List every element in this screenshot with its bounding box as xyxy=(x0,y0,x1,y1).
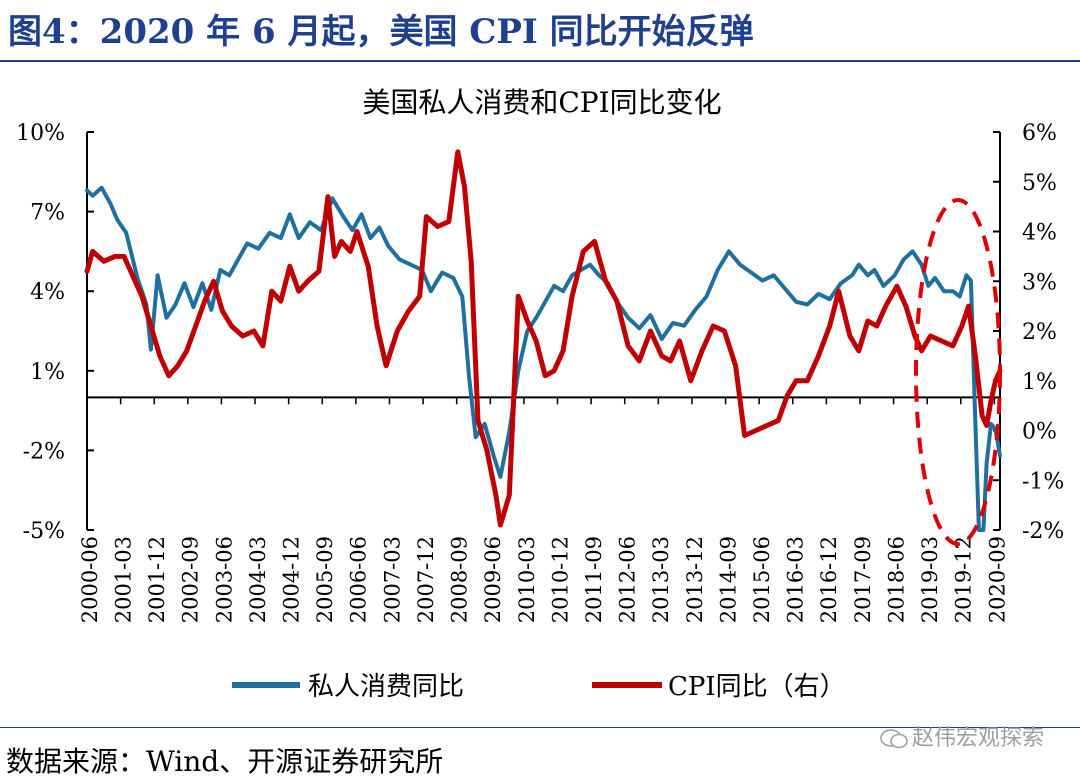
series-line-cpi xyxy=(84,149,1003,528)
left-tick-label: 4% xyxy=(30,280,65,305)
x-tick-label: 2016-03 xyxy=(784,536,808,623)
x-tick-label: 2019-12 xyxy=(952,536,976,623)
x-tick-label: 2012-06 xyxy=(616,536,640,623)
legend: 私人消费同比 CPI同比（右） xyxy=(232,672,846,702)
x-tick-label: 2018-06 xyxy=(884,536,908,623)
x-tick-label: 2013-12 xyxy=(683,536,707,623)
wechat-icon xyxy=(880,729,908,749)
x-tick-label: 2007-12 xyxy=(414,536,438,623)
highlight-ellipse xyxy=(914,198,1002,546)
x-tick-label: 2002-09 xyxy=(179,536,203,623)
x-tick-label: 2007-03 xyxy=(380,536,404,623)
series-line-consumption xyxy=(85,185,1002,532)
x-tick-label: 2000-06 xyxy=(78,536,102,623)
x-tick-label: 2008-09 xyxy=(448,536,472,623)
footer-divider xyxy=(0,727,1080,728)
x-tick-label: 2017-09 xyxy=(851,536,875,623)
x-tick-label: 2010-12 xyxy=(548,536,572,623)
x-tick-label: 2006-06 xyxy=(347,536,371,623)
left-tick-label: 10% xyxy=(16,121,65,146)
left-tick-label: -2% xyxy=(23,439,65,464)
x-tick-label: 2001-03 xyxy=(111,536,135,623)
x-tick-label: 2001-12 xyxy=(145,536,169,623)
right-tick-label: 4% xyxy=(1022,221,1057,246)
x-tick-label: 2004-03 xyxy=(246,536,270,623)
watermark: 赵伟宏观探索 xyxy=(880,720,1044,752)
right-tick-label: 2% xyxy=(1022,320,1057,345)
x-tick-label: 2014-09 xyxy=(716,536,740,623)
x-tick-label: 2013-03 xyxy=(649,536,673,623)
legend-label-cpi: CPI同比（右） xyxy=(668,672,846,702)
source-note: 数据来源：Wind、开源证券研究所 xyxy=(6,745,444,778)
chart: 美国私人消费和CPI同比变化 10% 7% 4% 1% -2% -5% 6% 5% 4% 3% 2%… xyxy=(16,86,1064,702)
x-tick-label: 2009-06 xyxy=(481,536,505,623)
x-tick-label: 2010-03 xyxy=(515,536,539,623)
x-tick-label: 2020-09 xyxy=(985,536,1009,623)
right-tick-label: 3% xyxy=(1022,270,1057,295)
x-tick-label: 2015-06 xyxy=(750,536,774,623)
right-tick-label: 6% xyxy=(1022,121,1057,146)
x-tick-label: 2016-12 xyxy=(817,536,841,623)
left-tick-label: 7% xyxy=(30,201,65,226)
legend-label-consumption: 私人消费同比 xyxy=(308,672,464,702)
right-tick-label: 5% xyxy=(1022,171,1057,196)
chart-title: 美国私人消费和CPI同比变化 xyxy=(362,86,721,119)
x-tick-label: 2004-12 xyxy=(280,536,304,623)
figure-title: 图4：2020 年 6 月起，美国 CPI 同比开始反弹 xyxy=(8,12,754,52)
x-tick-label: 2011-09 xyxy=(582,536,606,623)
right-tick-label: 0% xyxy=(1022,420,1057,445)
right-tick-label: -2% xyxy=(1022,519,1064,544)
x-tick-label: 2003-06 xyxy=(212,536,236,623)
title-divider xyxy=(0,60,1080,62)
x-tick-label: 2019-03 xyxy=(918,536,942,623)
x-tick-label: 2005-09 xyxy=(313,536,337,623)
right-tick-label: 1% xyxy=(1022,370,1057,395)
left-tick-label: 1% xyxy=(30,360,65,385)
left-tick-label: -5% xyxy=(23,519,65,544)
axes: 10% 7% 4% 1% -2% -5% 6% 5% 4% 3% 2% 1% 0% -1% -2% 2000-… xyxy=(16,121,1064,623)
series-layer xyxy=(84,149,1003,532)
watermark-text: 赵伟宏观探索 xyxy=(911,726,1044,751)
right-tick-label: -1% xyxy=(1022,469,1064,494)
